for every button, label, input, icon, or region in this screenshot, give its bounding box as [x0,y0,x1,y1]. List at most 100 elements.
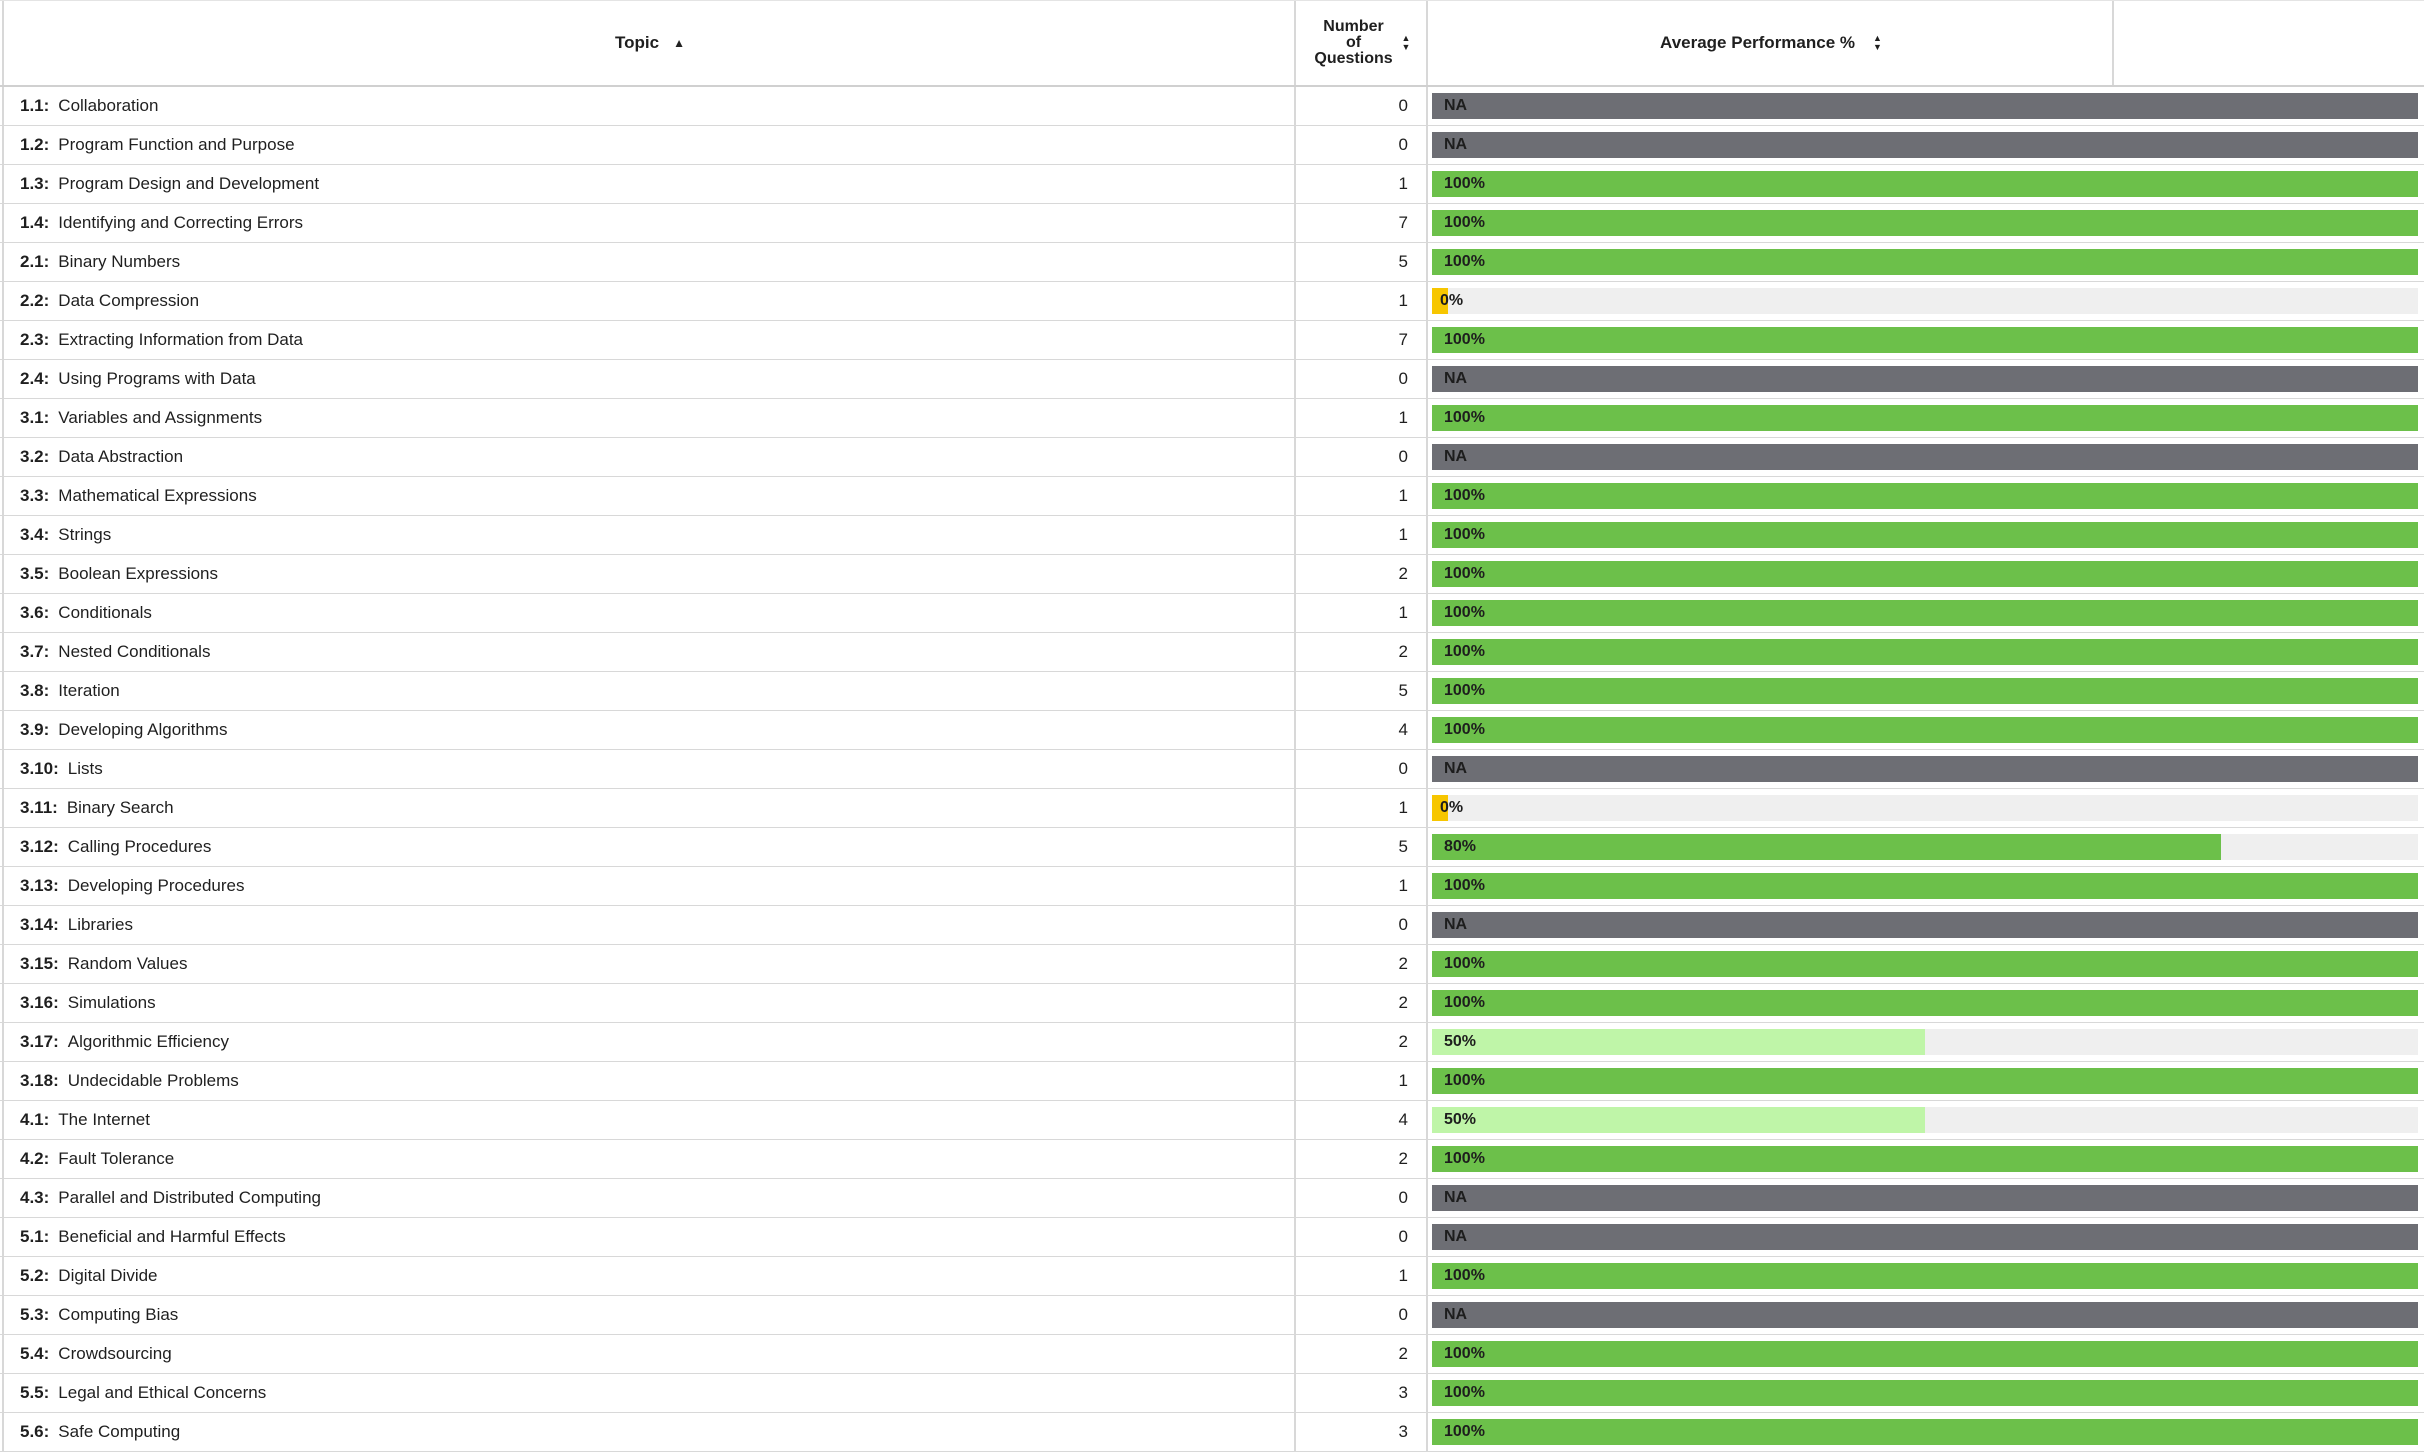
topic-code: 4.3: [20,1188,50,1207]
performance-bar-fill [1432,1419,2418,1445]
table-row: 3.11: Binary Search 1 0% [0,789,2424,828]
topic-code: 3.15: [20,954,59,973]
topic-cell: 3.7: Nested Conditionals [2,633,1294,671]
performance-label: 100% [1444,331,1485,348]
question-count-cell: 2 [1294,1140,1426,1178]
performance-cell: 100% [1426,555,2424,593]
performance-label: NA [1444,448,1468,465]
performance-bar-track: 100% [1432,1068,2418,1094]
topic-code: 3.4: [20,525,50,544]
topic-code: 5.2: [20,1266,50,1285]
performance-cell: 100% [1426,165,2424,203]
performance-bar-fill [1432,522,2418,548]
topic-name: Undecidable Problems [67,1071,239,1090]
performance-cell: NA [1426,438,2424,476]
question-count-cell: 3 [1294,1374,1426,1412]
performance-bar-fill [1432,639,2418,665]
column-header-topic[interactable]: Topic ▲ [2,1,1296,85]
question-count-cell: 1 [1294,594,1426,632]
topic-code: 3.10: [20,759,59,778]
performance-cell: NA [1426,126,2424,164]
topic-code: 3.7: [20,642,50,661]
performance-label: NA [1444,1228,1468,1245]
performance-bar-track: 100% [1432,1419,2418,1445]
performance-bar-fill [1432,210,2418,236]
performance-bar-fill [1432,444,2418,470]
topic-code: 2.1: [20,252,50,271]
topic-name: Legal and Ethical Concerns [58,1383,267,1402]
performance-cell: NA [1426,750,2424,788]
column-header-question-count[interactable]: Number of Questions ▲ ▼ [1294,1,1428,85]
column-header-average-performance[interactable]: Average Performance % ▲ ▼ [1426,1,2114,85]
performance-label: 100% [1444,721,1485,738]
performance-label: NA [1444,916,1468,933]
topic-cell: 5.6: Safe Computing [2,1413,1294,1451]
performance-bar-track: NA [1432,1224,2418,1250]
question-count-cell: 0 [1294,906,1426,944]
topic-cell: 3.2: Data Abstraction [2,438,1294,476]
question-count-cell: 0 [1294,1179,1426,1217]
topic-name: Safe Computing [58,1422,181,1441]
topic-cell: 2.1: Binary Numbers [2,243,1294,281]
performance-bar-track: 100% [1432,483,2418,509]
performance-bar-fill [1432,1263,2418,1289]
topic-code: 2.3: [20,330,50,349]
topic-name: Binary Search [66,798,174,817]
performance-cell: 100% [1426,984,2424,1022]
topic-cell: 1.3: Program Design and Development [2,165,1294,203]
performance-cell: 80% [1426,828,2424,866]
performance-cell: NA [1426,1179,2424,1217]
table-row: 2.2: Data Compression 1 0% [0,282,2424,321]
topic-cell: 1.2: Program Function and Purpose [2,126,1294,164]
performance-cell: 100% [1426,321,2424,359]
performance-cell: NA [1426,1218,2424,1256]
question-count-cell: 5 [1294,672,1426,710]
topic-name: Lists [67,759,103,778]
topic-cell: 3.5: Boolean Expressions [2,555,1294,593]
performance-bar-fill [1432,873,2418,899]
question-count-cell: 2 [1294,1335,1426,1373]
column-header-empty [2112,1,2424,85]
topic-cell: 2.3: Extracting Information from Data [2,321,1294,359]
sort-toggle-icon[interactable]: ▲ ▼ [1401,33,1411,52]
question-count-cell: 5 [1294,243,1426,281]
performance-bar-fill [1432,1380,2418,1406]
performance-cell: 50% [1426,1023,2424,1061]
performance-cell: 0% [1426,282,2424,320]
sort-toggle-icon[interactable]: ▲ ▼ [1873,33,1882,52]
question-count-cell: 7 [1294,321,1426,359]
topic-code: 1.1: [20,96,50,115]
performance-label: 100% [1444,643,1485,660]
performance-label: 100% [1444,1072,1485,1089]
performance-bar-track: NA [1432,444,2418,470]
performance-label: 50% [1444,1033,1477,1050]
performance-cell: 50% [1426,1101,2424,1139]
performance-bar-fill [1432,366,2418,392]
performance-bar-fill [1432,1302,2418,1328]
topic-cell: 3.13: Developing Procedures [2,867,1294,905]
performance-bar-fill [1432,249,2418,275]
performance-bar-fill [1432,171,2418,197]
topic-code: 3.8: [20,681,50,700]
topic-name: Iteration [58,681,120,700]
topic-code: 3.1: [20,408,50,427]
topic-cell: 4.2: Fault Tolerance [2,1140,1294,1178]
performance-label: NA [1444,1306,1468,1323]
topic-cell: 3.17: Algorithmic Efficiency [2,1023,1294,1061]
question-count-cell: 1 [1294,399,1426,437]
performance-bar-track: 100% [1432,639,2418,665]
table-row: 3.5: Boolean Expressions 2 100% [0,555,2424,594]
performance-cell: 100% [1426,1335,2424,1373]
topic-code: 1.2: [20,135,50,154]
performance-label: 100% [1444,1423,1485,1440]
sort-ascending-icon[interactable]: ▲ [673,36,685,50]
topic-name: Binary Numbers [58,252,181,271]
question-count-cell: 1 [1294,1062,1426,1100]
performance-bar-fill [1432,1341,2418,1367]
performance-cell: 100% [1426,1257,2424,1295]
topic-name: Beneficial and Harmful Effects [58,1227,286,1246]
performance-cell: NA [1426,360,2424,398]
topic-cell: 3.3: Mathematical Expressions [2,477,1294,515]
performance-cell: 100% [1426,1140,2424,1178]
topic-name: Computing Bias [58,1305,179,1324]
